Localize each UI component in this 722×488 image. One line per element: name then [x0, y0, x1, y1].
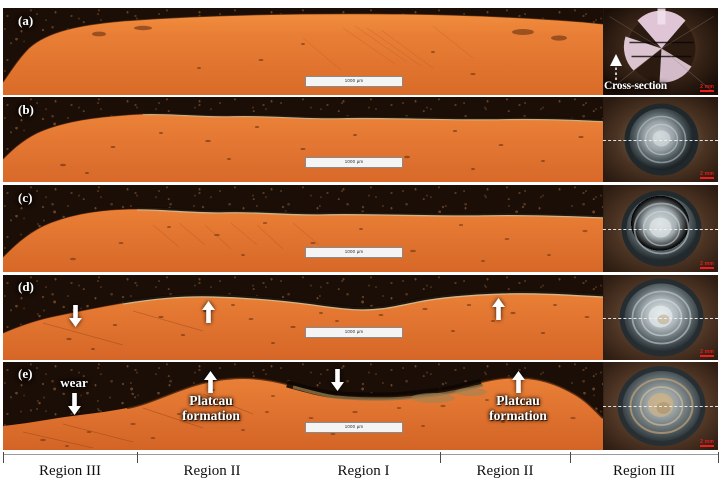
plateau-arrow-up-d-left	[202, 301, 215, 323]
scale-bar-e-label: 1000 µm	[344, 424, 364, 430]
region-tick-4	[718, 452, 719, 463]
panel-b-label: (b)	[18, 102, 34, 117]
scale-bar-a: 1000 µm	[305, 76, 403, 87]
panel-e: 1000 µm wear Platcau formation Platcau f…	[3, 362, 718, 450]
panel-a-label: (a)	[18, 13, 34, 28]
plateau-arrow-up-e-left	[204, 371, 217, 393]
region-axis-line	[3, 454, 718, 455]
annotation-plateau-left: Platcau formation	[182, 393, 240, 423]
region-tick-1	[137, 452, 138, 463]
cross-section-pointer-arrow	[610, 54, 622, 80]
panel-d: 1000 µm (d)	[3, 275, 718, 360]
panel-a-profile	[3, 13, 603, 95]
region-label-3-left: Region III	[38, 463, 102, 479]
scale-bar-b: 1000 µm	[305, 157, 403, 168]
panel-a-inset: Cross-section 2 mm	[603, 8, 718, 95]
panel-b-micrograph: 1000 µm	[3, 97, 603, 182]
scale-bar-a-label: 1000 µm	[344, 78, 364, 84]
scale-bar-d: 1000 µm	[305, 327, 403, 338]
panel-c-micrograph: 1000 µm	[3, 185, 603, 272]
panel-d-profile	[3, 290, 603, 360]
inset-scale-b: 2 mm	[700, 171, 714, 179]
inset-scale-d: 2 mm	[700, 349, 714, 357]
panel-b: 1000 µm (b)	[3, 97, 718, 182]
wear-arrow-down-e	[68, 393, 81, 415]
scale-bar-b-label: 1000 µm	[344, 159, 364, 165]
plateau-arrow-up-e-right	[512, 371, 525, 393]
panel-d-label: (d)	[18, 279, 34, 294]
panel-d-inset: 2 mm	[603, 275, 718, 360]
annotation-wear: wear	[60, 375, 88, 390]
inset-scale-e: 2 mm	[700, 439, 714, 447]
annotation-plateau-right: Platcau formation	[489, 393, 547, 423]
scale-bar-c-label: 1000 µm	[344, 249, 364, 255]
panel-e-label: (e)	[18, 366, 33, 381]
region-tick-3	[570, 452, 571, 463]
scale-bar-d-label: 1000 µm	[344, 329, 364, 335]
panel-c: 1000 µm (c)	[3, 185, 718, 272]
panel-a: 1000 µm (a)	[3, 8, 718, 95]
panel-c-profile	[3, 206, 603, 272]
region-tick-0	[3, 452, 4, 463]
region-tick-2	[440, 452, 441, 463]
section-line-e	[603, 406, 718, 407]
region-label-3-right: Region III	[612, 463, 676, 479]
region-label-2-left: Region II	[183, 463, 241, 479]
panel-d-micrograph: 1000 µm	[3, 275, 603, 360]
section-line-d	[603, 317, 718, 319]
panel-a-micrograph: 1000 µm	[3, 8, 603, 95]
panel-e-inset: 2 mm	[603, 362, 718, 450]
scale-bar-c: 1000 µm	[305, 247, 403, 258]
panel-c-inset: 2 mm	[603, 185, 718, 272]
scale-bar-e: 1000 µm	[305, 422, 403, 433]
panel-e-micrograph: 1000 µm wear Platcau formation Platcau f…	[3, 362, 603, 450]
panel-b-profile	[3, 111, 603, 182]
inset-scale-c: 2 mm	[700, 261, 714, 269]
inset-scale-a: 2 mm	[700, 84, 714, 92]
region-label-2-right: Region II	[476, 463, 534, 479]
wear-scar-top-view-a	[603, 8, 718, 95]
section-line-c	[603, 228, 718, 230]
inset-caption-cross-section: Cross-section	[604, 80, 667, 92]
panel-b-inset: 2 mm	[603, 97, 718, 182]
oxide-arrow-down-e	[331, 369, 344, 391]
wear-arrow-down-d	[69, 305, 82, 327]
panel-c-label: (c)	[18, 190, 33, 205]
panel-e-profile	[3, 376, 603, 450]
region-axis: Region III Region II Region I Region II …	[0, 452, 722, 488]
plateau-arrow-up-d-right	[492, 298, 505, 320]
region-label-1: Region I	[337, 463, 390, 479]
section-line-b	[603, 139, 718, 141]
